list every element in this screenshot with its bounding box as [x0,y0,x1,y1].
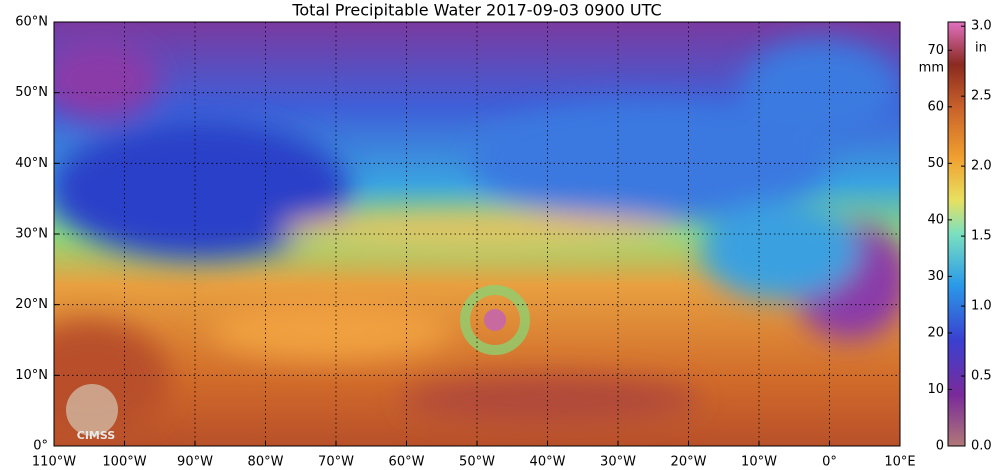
in-tick-label: 0.0 [971,439,992,454]
in-tick-label: 0.5 [971,369,992,384]
y-tick-label: 10°N [15,368,48,383]
logo-text: CIMSS [77,429,116,442]
x-tick-label: 50°W [459,455,495,470]
x-tick-label: 70°W [318,455,354,470]
mm-tick-label: 20 [927,325,944,340]
x-tick-label: 20°W [671,455,707,470]
y-tick-label: 20°N [15,297,48,312]
x-tick-label: 100°W [102,455,146,470]
y-tick-label: 60°N [15,15,48,30]
mm-tick-label: 60 [927,99,944,114]
x-tick-label: 10°W [741,455,777,470]
mm-tick-label: 50 [927,156,944,171]
in-tick-label: 2.0 [971,159,992,174]
logo: CIMSS [66,384,118,442]
in-tick-label: 2.5 [971,89,992,104]
mm-unit: mm [919,61,944,76]
x-tick-label: 30°W [600,455,636,470]
x-tick-label: 110°W [32,455,76,470]
x-tick-label: 90°W [177,455,213,470]
y-tick-label: 30°N [15,227,48,242]
mm-tick-label: 70 [927,43,944,58]
in-tick-label: 1.0 [971,299,992,314]
x-tick-label: 0° [822,455,837,470]
mm-tick-label: 40 [927,212,944,227]
in-tick-label: 3.0 [971,19,992,34]
y-tick-label: 50°N [15,85,48,100]
in-unit: in [975,41,987,56]
colorbar [947,21,966,447]
title: Total Precipitable Water 2017-09-03 0900… [291,1,661,20]
mm-tick-label: 30 [927,269,944,284]
mm-tick-label: 0 [936,439,944,454]
x-tick-label: 40°W [530,455,566,470]
x-tick-label: 10°E [884,455,915,470]
in-tick-label: 1.5 [971,229,992,244]
mm-tick-label: 10 [927,382,944,397]
y-tick-label: 40°N [15,156,48,171]
x-tick-label: 60°W [389,455,425,470]
y-tick-label: 0° [33,439,48,454]
x-tick-label: 80°W [248,455,284,470]
